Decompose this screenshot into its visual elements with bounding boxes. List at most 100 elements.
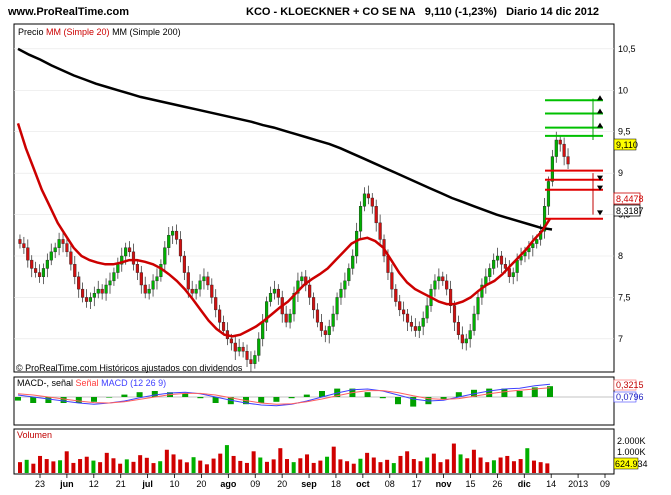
macd-hist-bar xyxy=(486,388,493,397)
candle xyxy=(370,193,374,214)
macd-hist-bar xyxy=(501,388,508,397)
target-lines xyxy=(545,95,603,220)
candle-body xyxy=(143,284,147,294)
macd-hist-bar xyxy=(121,394,128,397)
volume-bar xyxy=(31,463,36,473)
candle xyxy=(374,199,378,232)
candle-body xyxy=(163,247,167,265)
candle-body xyxy=(34,268,38,273)
candle xyxy=(108,272,112,294)
volume-bar xyxy=(378,462,383,473)
candle-body xyxy=(331,313,335,327)
x-tick-label: oct xyxy=(356,479,370,489)
candle-body xyxy=(492,259,496,269)
candle xyxy=(460,326,464,350)
candle xyxy=(425,297,429,324)
candle xyxy=(30,255,34,278)
candle xyxy=(167,227,171,256)
candle-body xyxy=(124,247,128,257)
candle-body xyxy=(358,206,363,232)
volume-bar xyxy=(458,454,463,473)
volume-bar xyxy=(191,457,196,473)
macd-hist-bar xyxy=(258,397,265,403)
volume-bar xyxy=(485,462,490,473)
candle xyxy=(405,309,410,331)
macd-hist-bar xyxy=(455,392,462,397)
candle xyxy=(61,231,65,253)
candle xyxy=(214,289,218,318)
candle-body xyxy=(425,305,429,319)
volume-bar xyxy=(385,459,390,473)
candle xyxy=(445,274,449,296)
candle xyxy=(221,315,226,336)
candle xyxy=(343,272,347,298)
candle xyxy=(163,241,167,271)
candle-body xyxy=(61,239,65,244)
mm200-price-tag-value: 8,3187 xyxy=(616,206,644,216)
macd-legend: MACD-, señal Señal MACD (12 26 9) xyxy=(17,378,166,388)
volume-bar xyxy=(538,462,543,473)
macd-legend-c: MACD (12 26 9) xyxy=(101,378,166,388)
x-tick-label: 12 xyxy=(89,479,99,489)
candle-body xyxy=(45,259,49,269)
candle xyxy=(456,315,460,340)
candle-body xyxy=(104,284,108,294)
candle xyxy=(472,305,476,336)
candle xyxy=(413,318,417,337)
candle-body xyxy=(503,264,507,269)
candle-body xyxy=(468,330,472,340)
candle-body xyxy=(116,264,120,273)
x-tick-label: 08 xyxy=(385,479,395,489)
candle xyxy=(492,253,496,275)
candle-body xyxy=(272,288,276,294)
candle-body xyxy=(347,268,351,282)
macd-legend-b: Señal xyxy=(76,378,99,388)
volume-bar xyxy=(78,459,83,473)
macd-hist-bar xyxy=(440,397,447,400)
candle xyxy=(390,264,394,298)
candle xyxy=(37,264,42,283)
candle xyxy=(96,280,100,299)
candle xyxy=(272,280,276,300)
candle-body xyxy=(472,313,476,331)
x-tick-label: 17 xyxy=(412,479,422,489)
candle xyxy=(194,284,198,300)
candle xyxy=(421,311,425,336)
macd-hist-bar xyxy=(106,397,113,398)
volume-bar xyxy=(124,459,129,473)
candle xyxy=(288,309,292,329)
candle xyxy=(331,305,335,332)
candle-body xyxy=(554,139,558,157)
last-price-tag: 9,110 xyxy=(613,138,638,151)
candle-body xyxy=(108,280,112,286)
candle xyxy=(135,259,139,281)
candle-body xyxy=(37,272,42,277)
y-tick-label: 7 xyxy=(618,334,623,344)
candle-body xyxy=(319,322,323,331)
volume-bar xyxy=(318,460,323,473)
y-tick-label: 9 xyxy=(618,168,623,178)
candle xyxy=(319,314,323,337)
candle xyxy=(249,351,253,373)
candle xyxy=(88,292,92,310)
legend-price: Precio xyxy=(18,27,44,37)
volume-bar xyxy=(438,462,443,473)
y-tick-label: 8 xyxy=(618,251,623,261)
candle xyxy=(120,247,124,272)
candle xyxy=(210,278,214,304)
candle-body xyxy=(253,355,257,364)
x-tick-label: jul xyxy=(141,479,153,489)
candle xyxy=(358,201,363,240)
candle xyxy=(347,263,351,286)
candle xyxy=(57,232,61,256)
period-label: Diario 14 dic 2012 xyxy=(506,6,600,18)
candle xyxy=(296,272,300,302)
volume-bar xyxy=(98,462,103,473)
candle xyxy=(417,321,421,339)
candle xyxy=(104,278,108,301)
volume-bar xyxy=(104,452,109,473)
candle xyxy=(433,274,437,297)
volume-bar xyxy=(164,449,169,473)
candle xyxy=(18,234,22,249)
candle xyxy=(312,292,316,319)
